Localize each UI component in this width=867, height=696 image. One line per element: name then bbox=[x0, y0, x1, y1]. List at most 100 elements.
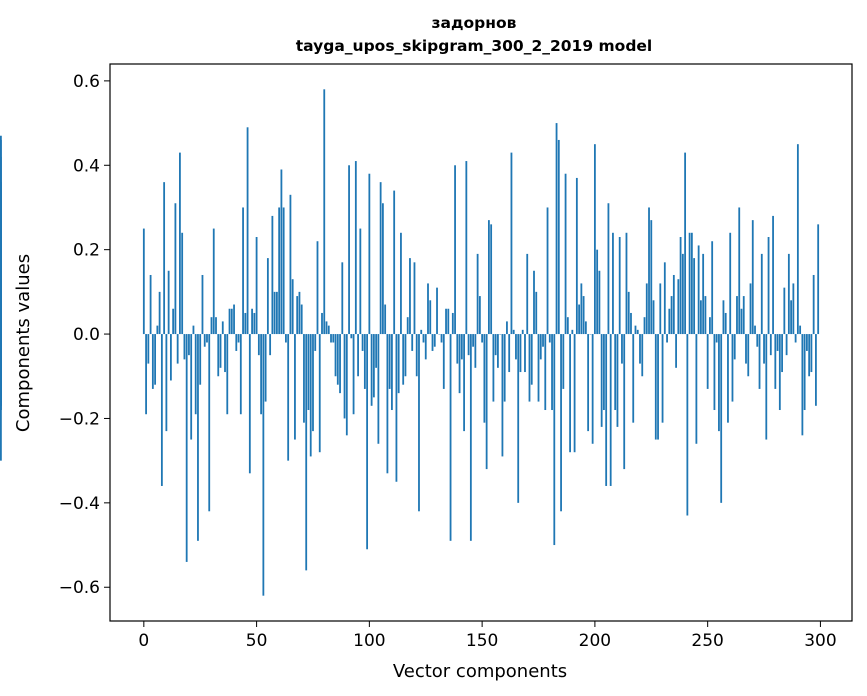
bar bbox=[395, 334, 398, 482]
bar bbox=[515, 334, 517, 360]
bar bbox=[686, 334, 689, 516]
bar bbox=[706, 334, 709, 389]
bar bbox=[350, 334, 353, 339]
bar bbox=[226, 334, 229, 415]
bar bbox=[524, 334, 526, 373]
bar bbox=[612, 232, 614, 335]
bars-group bbox=[0, 89, 820, 596]
bar bbox=[555, 123, 558, 335]
bar bbox=[812, 274, 815, 335]
bar bbox=[754, 325, 756, 335]
bar bbox=[381, 203, 384, 335]
bar bbox=[330, 334, 332, 343]
bar bbox=[427, 283, 429, 335]
bar bbox=[282, 207, 285, 335]
bar bbox=[185, 334, 188, 562]
bar bbox=[280, 169, 283, 335]
bar bbox=[307, 334, 310, 411]
bar bbox=[727, 334, 729, 423]
bar bbox=[677, 279, 680, 335]
bar bbox=[776, 334, 779, 351]
x-axis-ticks: 0 50 100 150 200 250 300 bbox=[138, 621, 837, 651]
bar bbox=[370, 334, 373, 406]
bar bbox=[406, 317, 409, 335]
bar bbox=[796, 144, 799, 335]
bar bbox=[497, 334, 499, 368]
bar bbox=[618, 237, 621, 335]
bar bbox=[420, 329, 423, 335]
bar bbox=[285, 334, 287, 343]
bar bbox=[736, 296, 738, 335]
bar bbox=[244, 312, 247, 335]
bar bbox=[463, 334, 465, 432]
bar bbox=[384, 304, 387, 335]
bar bbox=[393, 190, 396, 335]
bar bbox=[571, 329, 574, 335]
bar bbox=[303, 334, 305, 423]
bar bbox=[400, 232, 402, 335]
bar bbox=[194, 334, 197, 415]
bar bbox=[508, 334, 511, 373]
bar bbox=[785, 334, 788, 356]
bar bbox=[429, 300, 432, 335]
bar bbox=[354, 161, 357, 335]
bar bbox=[203, 334, 206, 347]
bar bbox=[160, 334, 163, 486]
y-axis-ticks: −0.6 −0.4 −0.2 0.0 0.2 0.4 0.6 bbox=[59, 72, 110, 598]
x-axis-label: Vector components bbox=[393, 661, 567, 682]
bar bbox=[318, 334, 321, 453]
bar bbox=[375, 334, 378, 368]
bar bbox=[794, 334, 797, 343]
bar bbox=[616, 334, 619, 427]
bar bbox=[661, 334, 664, 423]
bar bbox=[190, 334, 193, 440]
bar bbox=[805, 334, 808, 351]
bar bbox=[772, 215, 774, 335]
bar bbox=[415, 334, 418, 377]
bar bbox=[201, 274, 204, 335]
bar bbox=[278, 207, 281, 335]
bar bbox=[266, 258, 269, 335]
bar bbox=[242, 207, 244, 335]
bar bbox=[609, 334, 612, 486]
bar bbox=[388, 334, 391, 389]
bar bbox=[145, 334, 147, 415]
bar bbox=[442, 334, 445, 389]
bar bbox=[339, 334, 341, 394]
bar bbox=[167, 270, 170, 335]
bar bbox=[325, 321, 328, 335]
bar bbox=[142, 228, 145, 335]
x-tick-label: 300 bbox=[804, 631, 836, 651]
bar bbox=[239, 334, 242, 415]
bar bbox=[478, 296, 481, 335]
bar bbox=[357, 334, 359, 377]
bar bbox=[542, 334, 544, 347]
bar bbox=[627, 291, 630, 335]
bar bbox=[217, 334, 220, 377]
bar bbox=[659, 283, 662, 335]
bar bbox=[255, 237, 258, 335]
bar bbox=[654, 334, 657, 440]
bar bbox=[745, 334, 747, 364]
bar bbox=[562, 334, 565, 389]
bar bbox=[352, 334, 355, 415]
bar bbox=[291, 279, 294, 335]
bar bbox=[801, 334, 804, 436]
bar bbox=[560, 334, 562, 512]
bar bbox=[327, 325, 330, 335]
bar bbox=[650, 220, 653, 335]
bar bbox=[596, 249, 599, 335]
bar bbox=[436, 287, 438, 335]
bar bbox=[151, 334, 154, 389]
bar bbox=[517, 334, 520, 503]
bar bbox=[551, 334, 553, 411]
bar bbox=[688, 232, 691, 335]
bar bbox=[544, 334, 547, 411]
x-tick-label: 200 bbox=[579, 631, 611, 651]
bar bbox=[672, 274, 675, 335]
bar bbox=[332, 334, 335, 343]
bar bbox=[287, 334, 290, 461]
bar bbox=[684, 152, 687, 335]
bar bbox=[803, 334, 806, 411]
